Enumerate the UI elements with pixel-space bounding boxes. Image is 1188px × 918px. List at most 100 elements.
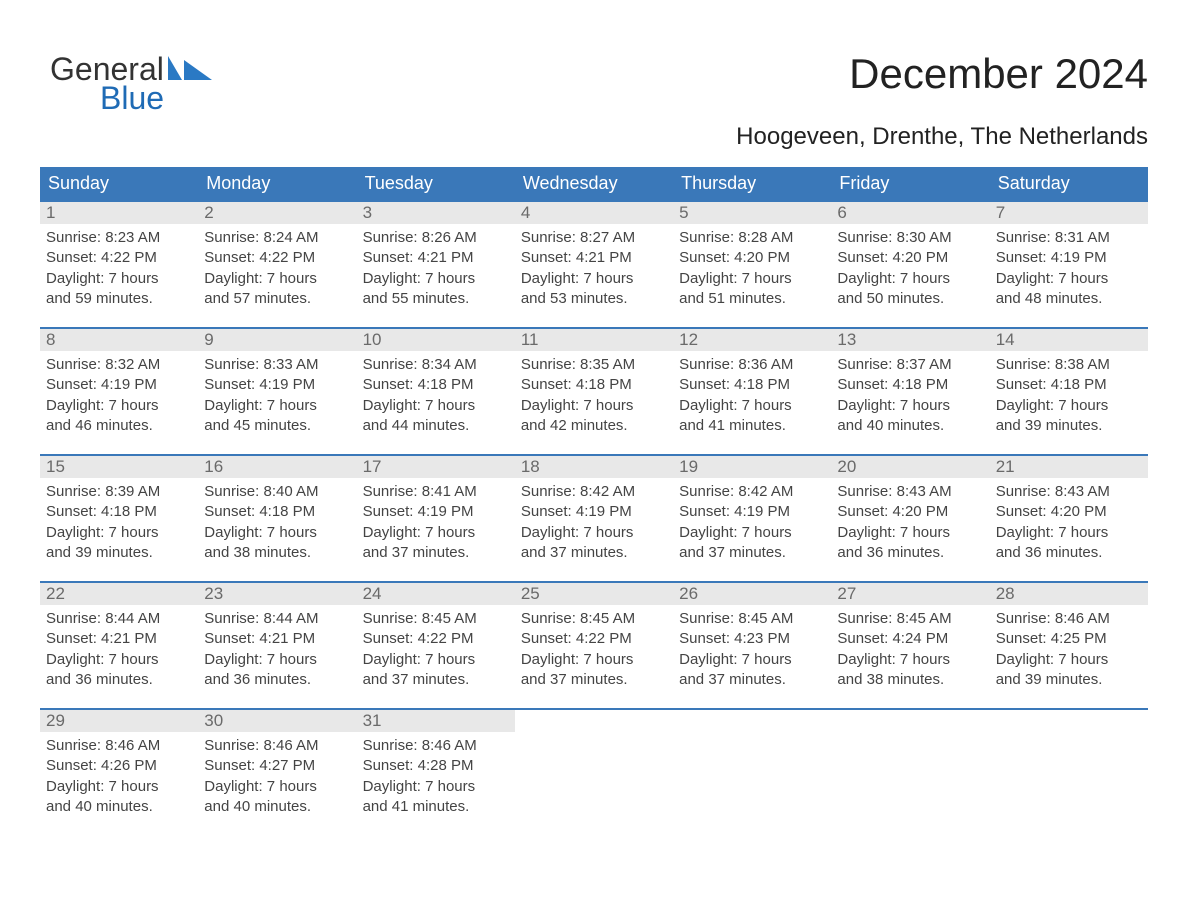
day-details: Sunrise: 8:32 AMSunset: 4:19 PMDaylight:… [40,351,198,442]
calendar-day: 14Sunrise: 8:38 AMSunset: 4:18 PMDayligh… [990,329,1148,442]
day-details: Sunrise: 8:36 AMSunset: 4:18 PMDaylight:… [673,351,831,442]
daylight-line1: Daylight: 7 hours [679,650,825,670]
sunrise-text: Sunrise: 8:33 AM [204,355,350,375]
sunset-text: Sunset: 4:18 PM [521,375,667,395]
day-number: 18 [515,456,673,478]
calendar-day: 26 Sunrise: 8:45 AMSunset: 4:23 PMDayligh… [673,583,831,696]
day-number: 7 [990,202,1148,224]
sunset-text: Sunset: 4:19 PM [521,502,667,522]
sunrise-text: Sunrise: 8:27 AM [521,228,667,248]
day-details: Sunrise: 8:30 AMSunset: 4:20 PMDaylight:… [831,224,989,315]
daylight-line1: Daylight: 7 hours [363,396,509,416]
day-details: Sunrise: 8:45 AMSunset: 4:22 PMDaylight:… [357,605,515,696]
day-number: 26 [673,583,831,605]
sunrise-text: Sunrise: 8:26 AM [363,228,509,248]
sunrise-text: Sunrise: 8:34 AM [363,355,509,375]
day-details: Sunrise: 8:44 AMSunset: 4:21 PMDaylight:… [198,605,356,696]
day-number: 11 [515,329,673,351]
daylight-line1: Daylight: 7 hours [521,650,667,670]
daylight-line1: Daylight: 7 hours [837,650,983,670]
day-details: Sunrise: 8:27 AMSunset: 4:21 PMDaylight:… [515,224,673,315]
day-details: Sunrise: 8:38 AMSunset: 4:18 PMDaylight:… [990,351,1148,442]
sunset-text: Sunset: 4:21 PM [521,248,667,268]
sunset-text: Sunset: 4:22 PM [521,629,667,649]
day-details: Sunrise: 8:43 AMSunset: 4:20 PMDaylight:… [831,478,989,569]
daylight-line1: Daylight: 7 hours [521,269,667,289]
sunrise-text: Sunrise: 8:44 AM [204,609,350,629]
daylight-line2: and 39 minutes. [996,416,1142,436]
sunset-text: Sunset: 4:27 PM [204,756,350,776]
day-number: 25 [515,583,673,605]
sunset-text: Sunset: 4:20 PM [837,502,983,522]
sunset-text: Sunset: 4:22 PM [46,248,192,268]
day-number: 5 [673,202,831,224]
calendar-day: 27Sunrise: 8:45 AMSunset: 4:24 PMDayligh… [831,583,989,696]
day-details: Sunrise: 8:35 AMSunset: 4:18 PMDaylight:… [515,351,673,442]
dow-monday: Monday [198,167,356,200]
calendar-day [673,710,831,823]
day-number: 3 [357,202,515,224]
daylight-line1: Daylight: 7 hours [837,523,983,543]
day-number: 4 [515,202,673,224]
sunset-text: Sunset: 4:18 PM [996,375,1142,395]
day-number: 21 [990,456,1148,478]
calendar-week: 22Sunrise: 8:44 AMSunset: 4:21 PMDayligh… [40,581,1148,696]
daylight-line2: and 36 minutes. [837,543,983,563]
day-details: Sunrise: 8:40 AMSunset: 4:18 PMDaylight:… [198,478,356,569]
dow-wednesday: Wednesday [515,167,673,200]
calendar-day: 28Sunrise: 8:46 AMSunset: 4:25 PMDayligh… [990,583,1148,696]
sunset-text: Sunset: 4:18 PM [46,502,192,522]
daylight-line2: and 38 minutes. [837,670,983,690]
day-details: Sunrise: 8:39 AMSunset: 4:18 PMDaylight:… [40,478,198,569]
sunrise-text: Sunrise: 8:28 AM [679,228,825,248]
sunset-text: Sunset: 4:20 PM [837,248,983,268]
daylight-line1: Daylight: 7 hours [837,396,983,416]
day-number: 31 [357,710,515,732]
sunset-text: Sunset: 4:22 PM [363,629,509,649]
dow-saturday: Saturday [990,167,1148,200]
daylight-line2: and 36 minutes. [46,670,192,690]
dow-sunday: Sunday [40,167,198,200]
sunset-text: Sunset: 4:21 PM [46,629,192,649]
calendar-day: 16Sunrise: 8:40 AMSunset: 4:18 PMDayligh… [198,456,356,569]
daylight-line1: Daylight: 7 hours [204,269,350,289]
sunset-text: Sunset: 4:23 PM [679,629,825,649]
calendar-day [831,710,989,823]
daylight-line2: and 37 minutes. [363,543,509,563]
sunrise-text: Sunrise: 8:45 AM [679,609,825,629]
daylight-line2: and 59 minutes. [46,289,192,309]
sunrise-text: Sunrise: 8:37 AM [837,355,983,375]
daylight-line2: and 41 minutes. [679,416,825,436]
sunrise-text: Sunrise: 8:42 AM [679,482,825,502]
sunset-text: Sunset: 4:18 PM [204,502,350,522]
calendar-day: 8Sunrise: 8:32 AMSunset: 4:19 PMDaylight… [40,329,198,442]
daylight-line2: and 55 minutes. [363,289,509,309]
day-details: Sunrise: 8:42 AMSunset: 4:19 PMDaylight:… [515,478,673,569]
day-number: 22 [40,583,198,605]
calendar-day: 15Sunrise: 8:39 AMSunset: 4:18 PMDayligh… [40,456,198,569]
day-number: 14 [990,329,1148,351]
sunset-text: Sunset: 4:21 PM [363,248,509,268]
sunrise-text: Sunrise: 8:45 AM [521,609,667,629]
calendar: Sunday Monday Tuesday Wednesday Thursday… [40,167,1148,823]
calendar-day: 29Sunrise: 8:46 AMSunset: 4:26 PMDayligh… [40,710,198,823]
sunrise-text: Sunrise: 8:44 AM [46,609,192,629]
calendar-day: 21Sunrise: 8:43 AMSunset: 4:20 PMDayligh… [990,456,1148,569]
day-number: 15 [40,456,198,478]
calendar-day: 30Sunrise: 8:46 AMSunset: 4:27 PMDayligh… [198,710,356,823]
day-details: Sunrise: 8:34 AMSunset: 4:18 PMDaylight:… [357,351,515,442]
calendar-week: 15Sunrise: 8:39 AMSunset: 4:18 PMDayligh… [40,454,1148,569]
sunrise-text: Sunrise: 8:46 AM [46,736,192,756]
sunrise-text: Sunrise: 8:41 AM [363,482,509,502]
daylight-line2: and 45 minutes. [204,416,350,436]
sunrise-text: Sunrise: 8:24 AM [204,228,350,248]
daylight-line1: Daylight: 7 hours [679,523,825,543]
day-details: Sunrise: 8:26 AMSunset: 4:21 PMDaylight:… [357,224,515,315]
calendar-day: 7Sunrise: 8:31 AMSunset: 4:19 PMDaylight… [990,202,1148,315]
sunset-text: Sunset: 4:22 PM [204,248,350,268]
day-details: Sunrise: 8:45 AMSunset: 4:24 PMDaylight:… [831,605,989,696]
daylight-line2: and 40 minutes. [46,797,192,817]
day-number: 13 [831,329,989,351]
daylight-line1: Daylight: 7 hours [204,396,350,416]
sunrise-text: Sunrise: 8:40 AM [204,482,350,502]
